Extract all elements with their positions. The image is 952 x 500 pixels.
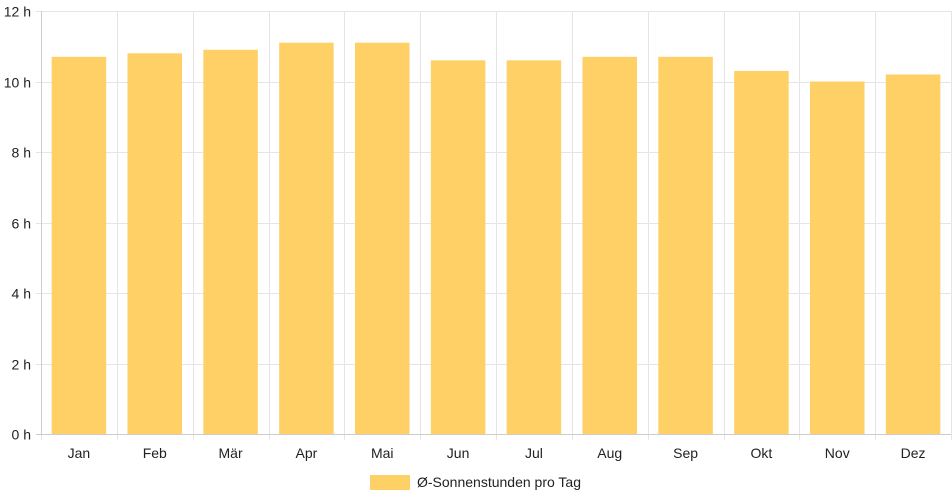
bar-jun[interactable]	[430, 60, 486, 434]
x-tick-label: Jun	[447, 445, 470, 461]
y-tick-labels: 0 h 2 h 4 h 6 h 8 h 10 h 12 h	[4, 4, 31, 443]
x-tick-labels: Jan Feb Mär Apr Mai Jun Jul Aug Sep Okt Nov Dez	[68, 445, 926, 461]
y-tick-label: 4 h	[12, 286, 31, 302]
bar-dez[interactable]	[885, 74, 941, 434]
bars-layer	[51, 42, 941, 435]
bar-mai[interactable]	[355, 42, 410, 434]
y-tick-label: 10 h	[4, 75, 31, 91]
x-tick-label: Mär	[219, 445, 243, 461]
y-tick-label: 2 h	[12, 357, 31, 373]
bar-jul[interactable]	[506, 60, 562, 434]
x-tick-label: Sep	[673, 445, 698, 461]
x-tick-label: Aug	[597, 445, 622, 461]
y-tick-label: 8 h	[12, 145, 31, 161]
x-tick-label: Okt	[751, 445, 773, 461]
y-tick-label: 0 h	[12, 427, 31, 443]
bar-apr[interactable]	[279, 42, 334, 434]
x-tick-label: Mai	[371, 445, 394, 461]
bar-mär[interactable]	[203, 49, 258, 435]
axis-layer	[36, 11, 951, 435]
legend[interactable]: Ø-Sonnenstunden pro Tag	[370, 474, 581, 490]
x-tick-label: Jan	[68, 445, 91, 461]
legend-label[interactable]: Ø-Sonnenstunden pro Tag	[417, 474, 581, 490]
bar-sep[interactable]	[658, 56, 713, 434]
bar-nov[interactable]	[810, 81, 865, 435]
bar-jan[interactable]	[51, 56, 107, 434]
x-tick-label: Dez	[901, 445, 926, 461]
bar-feb[interactable]	[127, 53, 183, 435]
x-tick-label: Apr	[296, 445, 318, 461]
bar-aug[interactable]	[582, 56, 638, 434]
x-tick-label: Feb	[143, 445, 167, 461]
y-tick-label: 6 h	[12, 216, 31, 232]
grid-layer	[36, 11, 952, 440]
x-tick-label: Nov	[825, 445, 850, 461]
x-tick-label: Jul	[525, 445, 543, 461]
bar-okt[interactable]	[734, 70, 789, 435]
y-tick-label: 12 h	[4, 4, 31, 20]
legend-swatch[interactable]	[370, 475, 410, 490]
